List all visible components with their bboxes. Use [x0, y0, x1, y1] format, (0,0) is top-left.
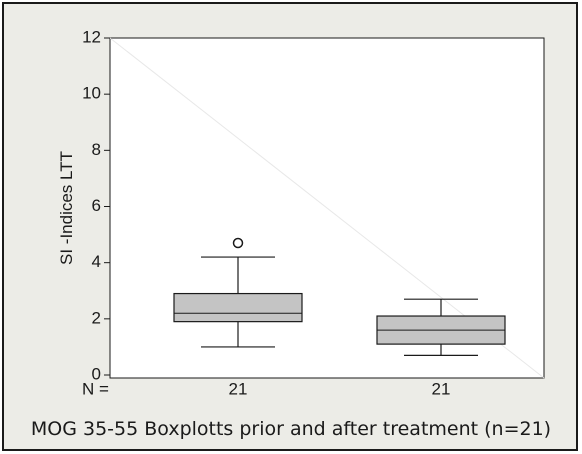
- y-tick-label: 8: [92, 140, 101, 159]
- n-row-label: N =: [82, 379, 109, 398]
- iqr-box: [173, 292, 303, 323]
- y-tick-label: 12: [82, 27, 101, 46]
- y-tick-label: 2: [92, 308, 101, 327]
- y-tick-label: 0: [92, 364, 101, 383]
- outlier-point: [232, 237, 244, 249]
- boxes: [173, 237, 506, 356]
- y-tick-label: 6: [92, 196, 101, 215]
- y-tick-label: 4: [92, 252, 101, 271]
- y-axis-label: SI -Indices LTT: [57, 151, 76, 265]
- n-count-label: 21: [229, 379, 248, 398]
- n-count-label: 21: [432, 379, 451, 398]
- box-group: [173, 237, 303, 348]
- n-row: N = 21 21: [82, 379, 450, 398]
- y-axis: 0 2 4 6 8 10 12: [82, 27, 110, 383]
- box-group: [376, 298, 506, 356]
- y-tick-label: 10: [82, 84, 101, 103]
- chart-caption: MOG 35-55 Boxplotts prior and after trea…: [30, 418, 552, 440]
